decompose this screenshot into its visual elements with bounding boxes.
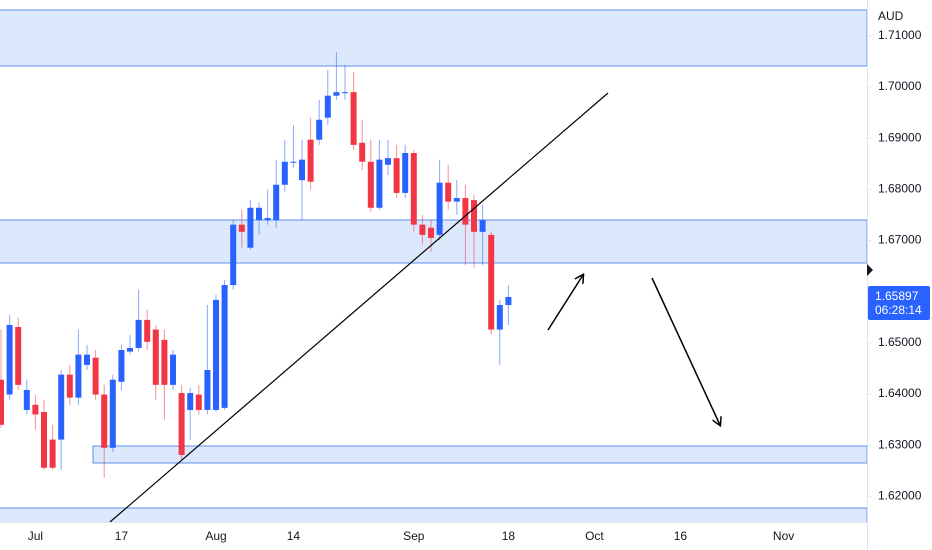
level-marker: [867, 264, 873, 276]
x-tick-label: Aug: [205, 529, 226, 543]
candle-body: [144, 319, 151, 342]
candle-body: [342, 92, 348, 94]
candle-body: [84, 354, 90, 365]
candle-body: [66, 374, 73, 398]
drawings: [109, 92, 720, 522]
candle-body: [92, 357, 99, 395]
candle-body: [6, 324, 13, 395]
arrow-down: [651, 277, 720, 425]
candle-body: [479, 220, 486, 232]
candle-body: [238, 224, 245, 232]
candle-body: [359, 142, 366, 162]
candle-body: [256, 207, 262, 221]
candle-body: [118, 350, 125, 382]
candle-body: [187, 393, 194, 410]
candle-body: [419, 224, 426, 235]
candle-body: [0, 379, 4, 425]
y-tick-label: 1.62000: [878, 489, 922, 503]
x-tick-label: Jul: [28, 529, 43, 543]
supply-zone: [0, 9, 867, 67]
candle-body: [316, 119, 323, 140]
countdown-label: 06:28:14: [875, 303, 922, 317]
last-price-box: [868, 285, 930, 320]
x-tick-label: Oct: [585, 529, 604, 543]
candle-body: [436, 182, 443, 235]
candle-body: [350, 92, 357, 145]
candle-body: [453, 198, 460, 202]
candle-body: [58, 374, 65, 440]
currency-box: [870, 4, 910, 28]
candle-body: [393, 158, 400, 193]
time-axis: Jul 17 Aug 14 Sep 18 Oct 16 Nov: [28, 529, 795, 543]
x-tick-label: Sep: [403, 529, 425, 543]
y-tick-label: 1.63000: [878, 437, 922, 451]
candle-body: [23, 389, 30, 410]
candle-body: [213, 299, 219, 410]
candle-body: [170, 354, 176, 385]
candle-body: [307, 139, 314, 182]
y-tick-label: 1.65000: [878, 335, 922, 349]
arrow-up: [547, 275, 583, 331]
candle-body: [127, 348, 133, 352]
candle-body: [410, 153, 417, 225]
candle-body: [488, 234, 495, 330]
candle-body: [75, 354, 82, 398]
y-tick-label: 1.67000: [878, 233, 922, 247]
zones: [0, 9, 867, 522]
candle-body: [152, 329, 159, 385]
trendline: [109, 92, 609, 522]
candle-body: [462, 198, 469, 225]
candle-body: [49, 439, 56, 468]
candle-body: [135, 319, 142, 348]
candle-body: [101, 394, 108, 448]
candle-body: [324, 95, 331, 118]
candle-body: [221, 285, 228, 408]
candle-body: [471, 200, 477, 232]
candle-body: [445, 182, 452, 202]
candle-body: [178, 393, 185, 455]
x-tick-label: 14: [287, 529, 301, 543]
price-axis: 1.710001.700001.690001.680001.670001.660…: [867, 28, 922, 503]
candle-body: [367, 161, 374, 208]
x-tick-label: 18: [502, 529, 516, 543]
y-tick-label: 1.64000: [878, 386, 922, 400]
candle-body: [428, 227, 434, 238]
candle-body: [161, 339, 168, 385]
candle-body: [264, 218, 271, 221]
x-tick-label: Nov: [773, 529, 794, 543]
y-tick-label: 1.70000: [878, 79, 922, 93]
currency-label: AUD: [878, 9, 904, 23]
candle-body: [281, 161, 288, 185]
candle-body: [385, 158, 391, 165]
y-tick-label: 1.68000: [878, 182, 922, 196]
candle-body: [496, 305, 503, 330]
candle-body: [290, 161, 297, 163]
y-tick-label: 1.71000: [878, 28, 922, 42]
candle-body: [505, 296, 512, 306]
bottom-zone: [0, 507, 867, 522]
candle-body: [402, 153, 409, 193]
candle-body: [247, 207, 254, 248]
demand-zone: [92, 445, 867, 464]
candle-body: [273, 184, 280, 221]
x-tick-label: 16: [674, 529, 688, 543]
candle-body: [32, 404, 39, 415]
last-price-label: 1.65897: [875, 289, 919, 303]
candle-body: [195, 394, 202, 410]
candle-body: [109, 379, 116, 448]
mid-zone: [0, 219, 867, 264]
candle-body: [376, 159, 383, 208]
y-tick-label: 1.69000: [878, 130, 922, 144]
candle-body: [299, 159, 305, 181]
candle-body: [15, 327, 22, 385]
x-tick-label: 17: [115, 529, 129, 543]
candle-body: [41, 411, 47, 468]
candle-body: [204, 370, 211, 410]
candle-body: [230, 224, 237, 286]
candles: [0, 52, 512, 478]
candle-body: [333, 92, 340, 96]
